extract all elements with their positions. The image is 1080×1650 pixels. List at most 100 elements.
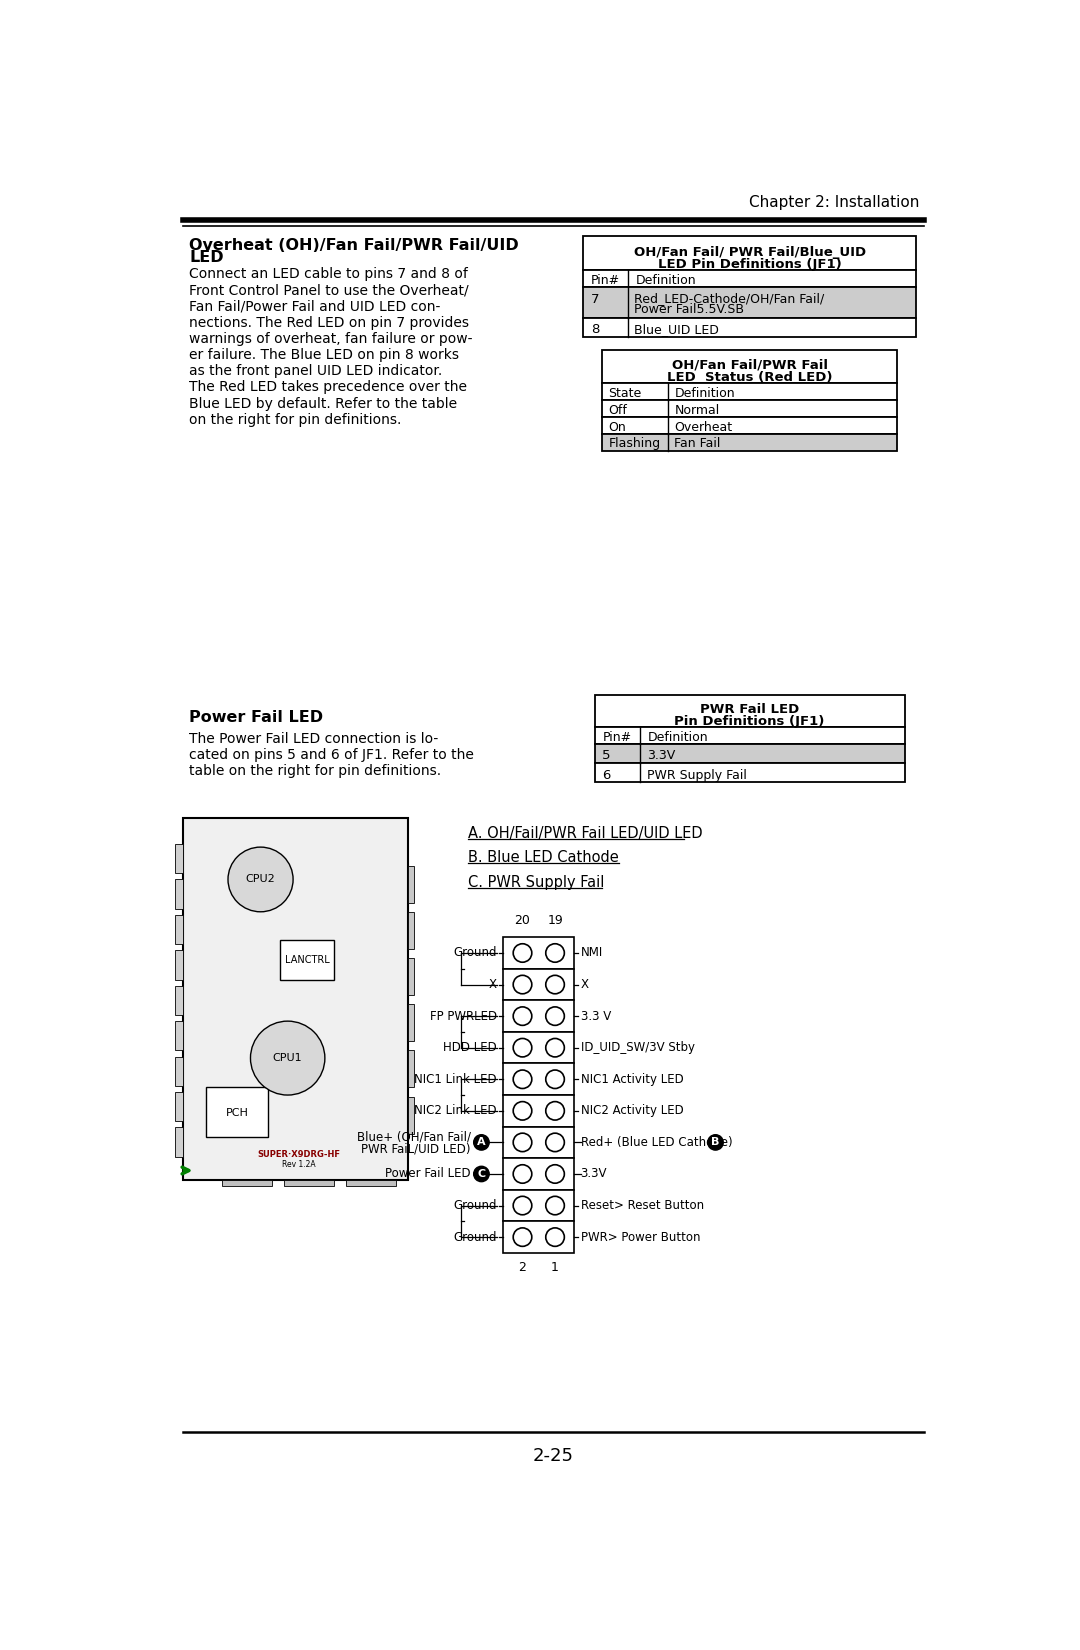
Bar <box>595 728 905 744</box>
Circle shape <box>545 975 565 993</box>
Text: HDD LED: HDD LED <box>443 1041 497 1054</box>
Circle shape <box>513 1196 531 1214</box>
Circle shape <box>545 1134 565 1152</box>
Bar <box>175 914 183 944</box>
Text: CPU2: CPU2 <box>245 874 275 884</box>
Bar <box>175 1092 183 1122</box>
Text: Pin Definitions (JF1): Pin Definitions (JF1) <box>674 716 825 728</box>
Bar <box>583 287 916 318</box>
Text: 7: 7 <box>591 294 599 307</box>
Text: on the right for pin definitions.: on the right for pin definitions. <box>189 412 402 427</box>
Circle shape <box>545 1038 565 1058</box>
Text: Reset> Reset Button: Reset> Reset Button <box>581 1200 704 1213</box>
Text: NMI: NMI <box>581 947 603 960</box>
Text: CPU1: CPU1 <box>273 1053 302 1063</box>
Circle shape <box>228 846 293 912</box>
Bar <box>503 1158 575 1190</box>
FancyArrowPatch shape <box>183 1167 189 1173</box>
Bar <box>603 417 896 434</box>
Text: The Red LED takes precedence over the: The Red LED takes precedence over the <box>189 381 468 394</box>
Bar <box>175 1021 183 1051</box>
Text: er failure. The Blue LED on pin 8 works: er failure. The Blue LED on pin 8 works <box>189 348 459 361</box>
Text: nections. The Red LED on pin 7 provides: nections. The Red LED on pin 7 provides <box>189 315 469 330</box>
Text: LED: LED <box>189 251 224 266</box>
Bar <box>221 1180 272 1186</box>
Text: B: B <box>712 1137 719 1147</box>
Text: Pin#: Pin# <box>603 731 632 744</box>
Bar <box>583 236 916 271</box>
Bar <box>503 937 575 969</box>
Circle shape <box>513 1165 531 1183</box>
Text: Flashing: Flashing <box>608 437 661 450</box>
Bar <box>206 1087 268 1137</box>
Text: PCH: PCH <box>226 1107 248 1117</box>
Circle shape <box>513 1134 531 1152</box>
Bar <box>280 939 334 980</box>
Text: PWR Supply Fail: PWR Supply Fail <box>647 769 747 782</box>
Bar <box>503 969 575 1000</box>
Text: PWR FaiL/UID LED): PWR FaiL/UID LED) <box>361 1142 471 1155</box>
Text: FP PWRLED: FP PWRLED <box>430 1010 497 1023</box>
Text: as the front panel UID LED indicator.: as the front panel UID LED indicator. <box>189 365 443 378</box>
Text: LANCTRL: LANCTRL <box>285 955 329 965</box>
Bar <box>284 1180 334 1186</box>
Bar <box>595 695 905 728</box>
Text: Overheat: Overheat <box>674 421 732 434</box>
Text: Normal: Normal <box>674 404 719 416</box>
Text: Pin#: Pin# <box>591 274 620 287</box>
Text: B. Blue LED Cathode: B. Blue LED Cathode <box>469 850 619 865</box>
Text: Power Fail5.5V.SB: Power Fail5.5V.SB <box>634 304 744 317</box>
Text: 3.3V: 3.3V <box>647 749 675 762</box>
Text: NIC1 Activity LED: NIC1 Activity LED <box>581 1072 684 1086</box>
Bar <box>603 434 896 450</box>
Text: X: X <box>489 978 497 992</box>
Circle shape <box>474 1135 489 1150</box>
Circle shape <box>545 1196 565 1214</box>
Bar <box>503 1031 575 1064</box>
Text: warnings of overheat, fan failure or pow-: warnings of overheat, fan failure or pow… <box>189 332 473 346</box>
Text: Front Control Panel to use the Overheat/: Front Control Panel to use the Overheat/ <box>189 284 469 297</box>
Text: 6: 6 <box>603 769 610 782</box>
Bar <box>583 271 916 287</box>
Circle shape <box>474 1167 489 1181</box>
Circle shape <box>545 1165 565 1183</box>
Bar <box>346 1180 396 1186</box>
Text: The Power Fail LED connection is lo-: The Power Fail LED connection is lo- <box>189 731 438 746</box>
Circle shape <box>513 1006 531 1025</box>
Text: 5: 5 <box>603 749 611 762</box>
Text: Power Fail LED: Power Fail LED <box>384 1168 471 1180</box>
Text: 2: 2 <box>518 1261 526 1274</box>
Bar <box>595 764 905 782</box>
Bar <box>175 1127 183 1157</box>
Bar <box>408 959 414 995</box>
Text: Definition: Definition <box>647 731 707 744</box>
Text: Ground: Ground <box>454 1200 497 1213</box>
Bar <box>595 744 905 764</box>
Circle shape <box>545 944 565 962</box>
Text: Fan Fail/Power Fail and UID LED con-: Fan Fail/Power Fail and UID LED con- <box>189 300 441 314</box>
Bar <box>603 383 896 399</box>
Text: 20: 20 <box>514 914 530 927</box>
Circle shape <box>545 1069 565 1089</box>
Text: Blue+ (OH/Fan Fail/: Blue+ (OH/Fan Fail/ <box>356 1130 471 1143</box>
Text: cated on pins 5 and 6 of JF1. Refer to the: cated on pins 5 and 6 of JF1. Refer to t… <box>189 747 474 762</box>
Text: Fan Fail: Fan Fail <box>674 437 720 450</box>
Text: Red_LED-Cathode/OH/Fan Fail/: Red_LED-Cathode/OH/Fan Fail/ <box>634 292 824 305</box>
Text: 3.3V: 3.3V <box>581 1168 607 1180</box>
Bar <box>408 1097 414 1134</box>
Circle shape <box>251 1021 325 1096</box>
Bar <box>503 1127 575 1158</box>
Text: NIC2 Link LED: NIC2 Link LED <box>415 1104 497 1117</box>
Text: Overheat (OH)/Fan Fail/PWR Fail/UID: Overheat (OH)/Fan Fail/PWR Fail/UID <box>189 238 519 252</box>
Text: OH/Fan Fail/ PWR Fail/Blue_UID: OH/Fan Fail/ PWR Fail/Blue_UID <box>634 246 866 259</box>
Text: SUPER·X9DRG-HF: SUPER·X9DRG-HF <box>258 1150 341 1158</box>
Circle shape <box>513 1038 531 1058</box>
Text: Red+ (Blue LED Cathode): Red+ (Blue LED Cathode) <box>581 1135 732 1148</box>
Bar <box>503 1190 575 1221</box>
Text: OH/Fan Fail/PWR Fail: OH/Fan Fail/PWR Fail <box>672 360 827 371</box>
Bar <box>408 912 414 949</box>
Text: C. PWR Supply Fail: C. PWR Supply Fail <box>469 874 605 889</box>
Text: 19: 19 <box>548 914 563 927</box>
Text: PWR Fail LED: PWR Fail LED <box>700 703 799 716</box>
Bar <box>408 1005 414 1041</box>
